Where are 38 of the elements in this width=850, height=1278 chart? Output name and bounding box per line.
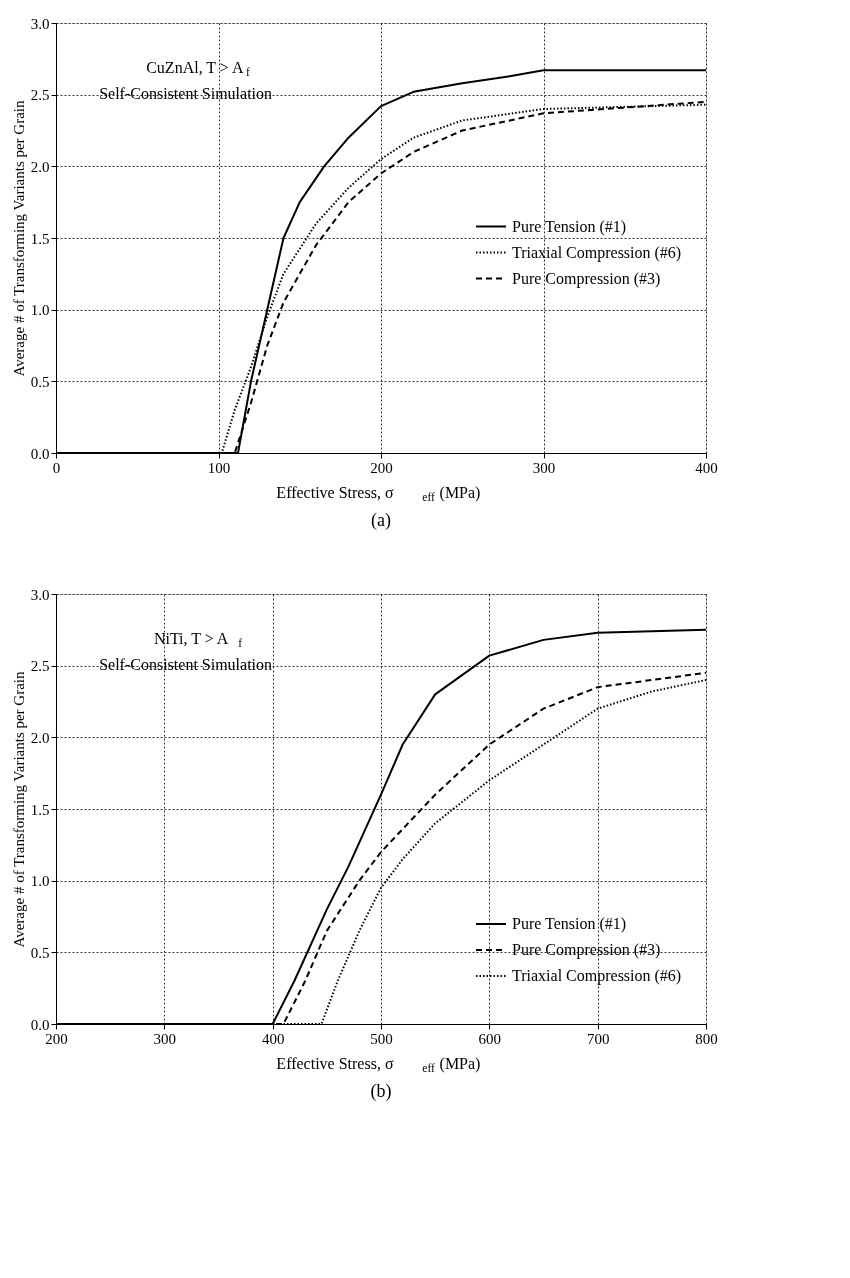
y-tick-label: 1.5: [30, 801, 50, 818]
legend-label: Triaxial Compression (#6): [512, 243, 682, 262]
legend-label: Pure Tension (#1): [512, 217, 627, 236]
x-tick-label: 200: [370, 459, 393, 476]
x-tick-label: 100: [207, 459, 231, 476]
y-tick-label: 0.5: [30, 944, 50, 961]
y-tick-label: 0.5: [30, 373, 50, 390]
y-tick-label: 2.5: [30, 87, 50, 104]
text: (a): [371, 510, 391, 531]
annotation: Self-Consistent Simulation: [99, 656, 273, 673]
x-tick-label: 200: [45, 1030, 68, 1047]
y-tick-label: 2.0: [30, 729, 50, 746]
x-tick-label: 700: [586, 1030, 610, 1047]
y-axis-title: Average # of Transforming Variants per Grain: [10, 99, 27, 377]
y-tick-label: 2.0: [30, 158, 50, 175]
annotation: Self-Consistent Simulation: [99, 85, 273, 102]
legend-label: Pure Compression (#3): [512, 269, 661, 288]
x-tick-label: 500: [370, 1030, 393, 1047]
y-tick-label: 2.5: [30, 658, 50, 675]
y-tick-label: 3.0: [30, 15, 50, 32]
y-axis-title: Average # of Transforming Variants per Grain: [10, 670, 27, 948]
x-tick-label: 600: [478, 1030, 502, 1047]
legend-label: Triaxial Compression (#6): [512, 967, 682, 985]
x-tick-label: 400: [261, 1030, 285, 1047]
x-tick-label: 300: [153, 1030, 177, 1047]
x-tick-label: 800: [695, 1030, 718, 1047]
y-tick-label: 3.0: [30, 586, 50, 603]
legend-label: Pure Compression (#3): [512, 941, 661, 959]
x-tick-label: 0: [52, 459, 61, 476]
y-tick-label: 0.0: [30, 445, 50, 462]
y-tick-label: 1.0: [30, 302, 50, 319]
x-tick-label: 300: [532, 459, 556, 476]
y-tick-label: 1.0: [30, 873, 50, 890]
legend-label: Pure Tension (#1): [512, 915, 627, 933]
text: (b): [370, 1081, 392, 1102]
y-tick-label: 1.5: [30, 230, 50, 247]
y-tick-label: 0.0: [30, 1016, 50, 1033]
x-tick-label: 400: [695, 459, 718, 476]
